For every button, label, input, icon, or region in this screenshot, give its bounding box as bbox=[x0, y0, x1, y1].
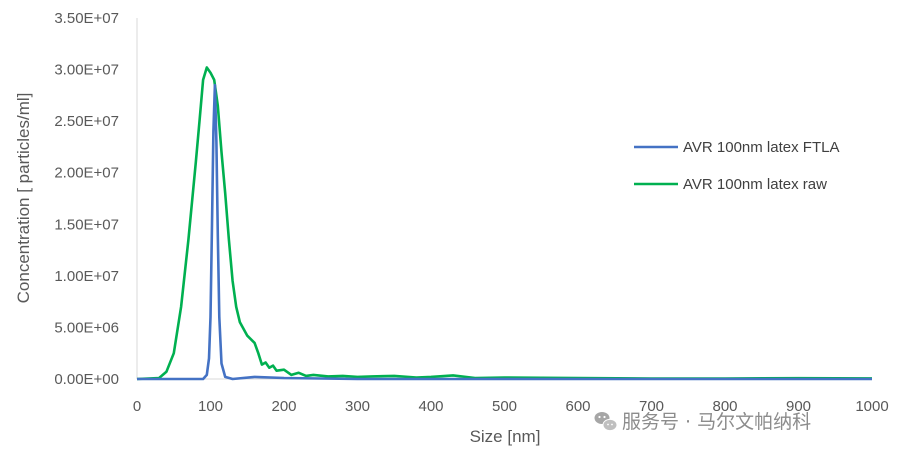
y-tick-label: 3.00E+07 bbox=[54, 62, 119, 79]
series-lines bbox=[136, 66, 873, 381]
x-axis-tick-labels: 0 100 200 300 400 500 600 700 800 900 1000 bbox=[133, 398, 889, 415]
x-tick-label: 700 bbox=[639, 398, 664, 415]
x-tick-label: 800 bbox=[712, 398, 737, 415]
x-tick-label: 1000 bbox=[855, 398, 888, 415]
y-tick-label: 2.00E+07 bbox=[54, 165, 119, 182]
watermark-text: 服务号 · 马尔文帕纳科 bbox=[622, 411, 811, 433]
x-tick-label: 300 bbox=[345, 398, 370, 415]
x-axis-title: Size [nm] bbox=[470, 427, 541, 446]
y-axis-tick-labels: 0.00E+00 5.00E+06 1.00E+07 1.50E+07 2.00E+07… bbox=[54, 10, 119, 388]
y-tick-label: 5.00E+06 bbox=[54, 319, 119, 336]
x-tick-label: 500 bbox=[492, 398, 517, 415]
legend-label-1: AVR 100nm latex FTLA bbox=[683, 139, 839, 156]
watermark: 服务号 · 马尔文帕纳科 bbox=[594, 411, 811, 433]
x-tick-label: 100 bbox=[198, 398, 223, 415]
x-tick-label: 900 bbox=[786, 398, 811, 415]
x-tick-label: 0 bbox=[133, 398, 141, 415]
y-tick-label: 0.00E+00 bbox=[54, 371, 119, 388]
legend: AVR 100nm latex FTLA AVR 100nm latex raw bbox=[634, 139, 839, 193]
y-tick-label: 1.00E+07 bbox=[54, 268, 119, 285]
y-tick-label: 3.50E+07 bbox=[54, 10, 119, 27]
wechat-icon bbox=[594, 412, 618, 432]
series-line-1 bbox=[137, 83, 872, 381]
y-tick-label: 2.50E+07 bbox=[54, 113, 119, 130]
y-axis-title: Concentration [ particles/ml] bbox=[14, 93, 33, 304]
x-tick-label: 200 bbox=[271, 398, 296, 415]
series-line-2 bbox=[136, 66, 873, 381]
legend-label-2: AVR 100nm latex raw bbox=[683, 176, 827, 193]
x-tick-label: 600 bbox=[565, 398, 590, 415]
x-tick-label: 400 bbox=[418, 398, 443, 415]
y-tick-label: 1.50E+07 bbox=[54, 216, 119, 233]
